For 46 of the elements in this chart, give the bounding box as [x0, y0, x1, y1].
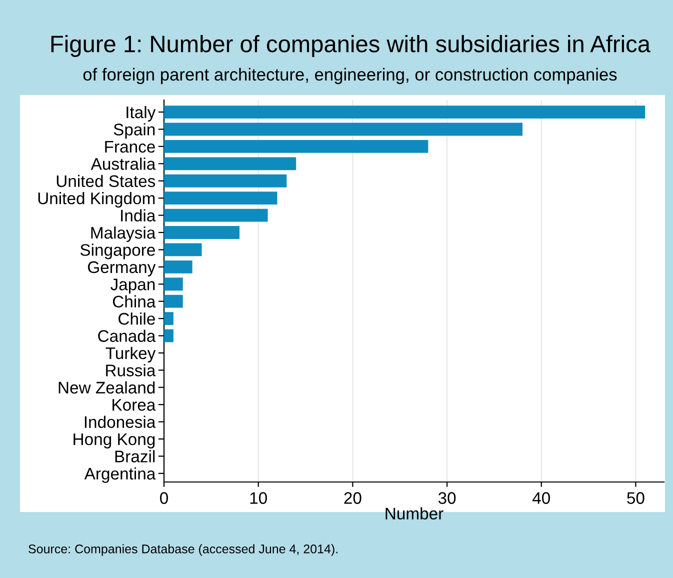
bar [164, 294, 183, 308]
y-tick-label: New Zealand [58, 381, 155, 394]
bar [164, 329, 174, 342]
y-tick-label: Brazil [115, 450, 155, 462]
y-tick-label: Hong Kong [74, 434, 155, 448]
x-tick-label: 0 [160, 492, 168, 504]
y-tick-label: Russia [106, 364, 156, 376]
y-tick-label: Korea [112, 399, 156, 411]
bar [164, 174, 287, 188]
y-tick-label: Chile [118, 312, 155, 325]
bar [164, 243, 202, 256]
x-tick-label: 20 [344, 492, 362, 504]
bar [164, 208, 268, 222]
y-tick-label: Japan [110, 278, 155, 294]
bar [164, 157, 296, 170]
y-tick-label: Indonesia [84, 416, 156, 428]
bar [164, 106, 646, 118]
x-tick-label: 10 [250, 492, 267, 504]
bar [164, 140, 428, 153]
y-tick-label: Turkey [106, 346, 156, 362]
y-tick-label: France [105, 141, 155, 153]
x-tick-label: 40 [532, 492, 550, 504]
y-tick-label: Canada [98, 330, 156, 342]
x-tick-label: 30 [438, 492, 456, 504]
bar [164, 278, 183, 291]
bar [164, 312, 174, 325]
y-tick-label: Argentina [84, 467, 156, 483]
y-tick-label: Italy [126, 106, 156, 122]
bar [164, 122, 522, 136]
y-tick-label: Malaysia [91, 226, 156, 242]
y-tick-label: Germany [88, 261, 156, 276]
source-note: Source: Companies Database (accessed June 4, 2014). [28, 544, 338, 556]
bar [164, 226, 240, 239]
bar [164, 260, 192, 274]
x-tick-label: 50 [627, 492, 644, 504]
y-tick-label: United States [56, 174, 156, 188]
y-tick-label: China [112, 295, 156, 308]
y-tick-label: India [121, 209, 156, 222]
y-tick-label: United Kingdom [38, 192, 155, 208]
x-axis-title: Number [386, 507, 444, 520]
bar [164, 192, 278, 205]
y-tick-label: Singapore [80, 244, 155, 260]
chart-title: Figure 1: Number of companies with subsidiaries in Africa [51, 34, 650, 58]
y-tick-label: Spain [114, 123, 155, 139]
y-tick-label: Australia [90, 158, 156, 170]
chart-subtitle: of foreign parent architecture, engineering, or construction companies [83, 68, 617, 84]
